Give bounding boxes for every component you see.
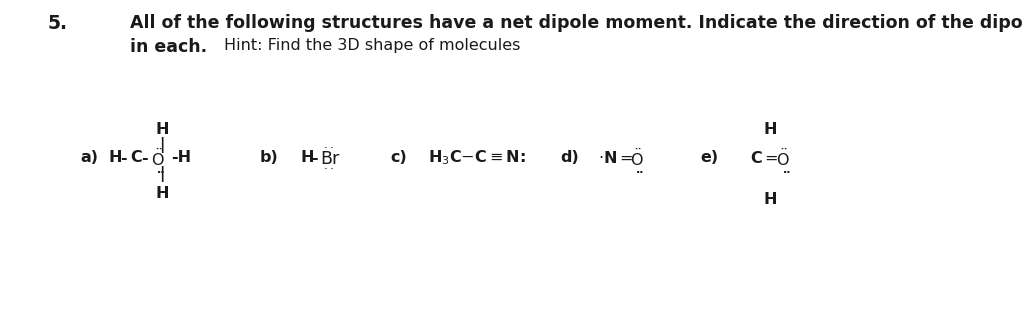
Text: -: - [120,151,127,166]
Text: e): e) [700,151,718,166]
Text: c): c) [390,151,407,166]
Text: ..: .. [636,165,644,175]
Text: Hint: Find the 3D shape of molecules: Hint: Find the 3D shape of molecules [224,38,520,53]
Text: H: H [156,185,169,201]
Text: in each.: in each. [130,38,207,56]
Text: 5.: 5. [48,14,68,33]
Text: H: H [156,123,169,137]
Text: $\overset{..}{\underset{..}{\mathrm{Br}}}$: $\overset{..}{\underset{..}{\mathrm{Br}}… [319,144,341,172]
Text: $\ddot{\mathrm{O}}$: $\ddot{\mathrm{O}}$ [776,148,790,169]
Text: All of the following structures have a net dipole moment. Indicate the direction: All of the following structures have a n… [130,14,1024,32]
Text: ..: .. [782,165,792,175]
Text: H: H [300,151,313,166]
Text: ..: .. [157,165,165,175]
Text: H: H [763,193,777,208]
Text: H$_3$C$-$C$\equiv$N:: H$_3$C$-$C$\equiv$N: [428,149,525,167]
Text: -H: -H [171,151,191,166]
Text: C: C [130,151,141,166]
Text: $\ddot{\mathrm{O}}$: $\ddot{\mathrm{O}}$ [630,148,644,169]
Text: -: - [141,151,147,166]
Text: -: - [311,151,317,166]
Text: |: | [160,166,165,182]
Text: b): b) [260,151,279,166]
Text: d): d) [560,151,579,166]
Text: a): a) [80,151,98,166]
Text: |: | [160,137,165,153]
Text: H: H [108,151,122,166]
Text: H: H [763,123,777,137]
Text: C$=$: C$=$ [750,150,778,166]
Text: $\cdot$N$=$: $\cdot$N$=$ [598,150,633,166]
Text: $\ddot{\mathrm{O}}$: $\ddot{\mathrm{O}}$ [151,148,165,169]
